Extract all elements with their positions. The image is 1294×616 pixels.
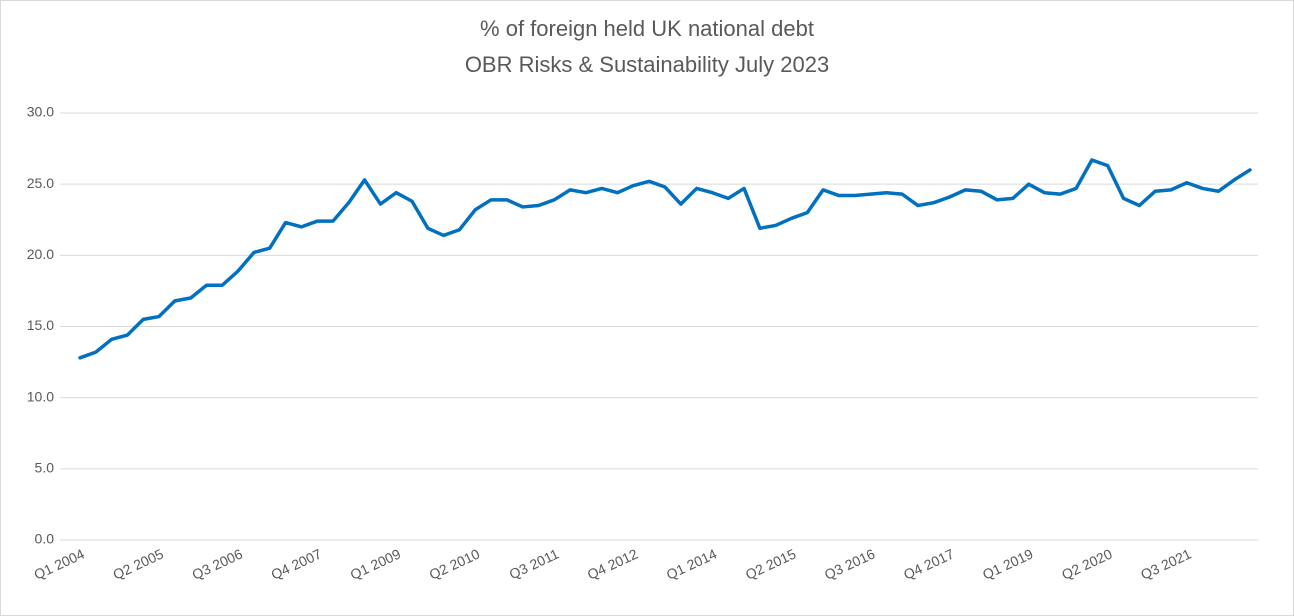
- y-tick-label: 0.0: [35, 531, 55, 547]
- chart-subtitle: OBR Risks & Sustainability July 2023: [465, 52, 829, 77]
- data-line: [78, 158, 1252, 360]
- y-tick-label: 10.0: [27, 388, 54, 404]
- chart-title: % of foreign held UK national debt: [480, 16, 814, 41]
- y-tick-label: 30.0: [27, 104, 54, 120]
- y-tick-label: 25.0: [27, 175, 54, 191]
- y-tick-label: 5.0: [35, 460, 55, 476]
- y-tick-label: 20.0: [27, 246, 54, 262]
- y-tick-label: 15.0: [27, 317, 54, 333]
